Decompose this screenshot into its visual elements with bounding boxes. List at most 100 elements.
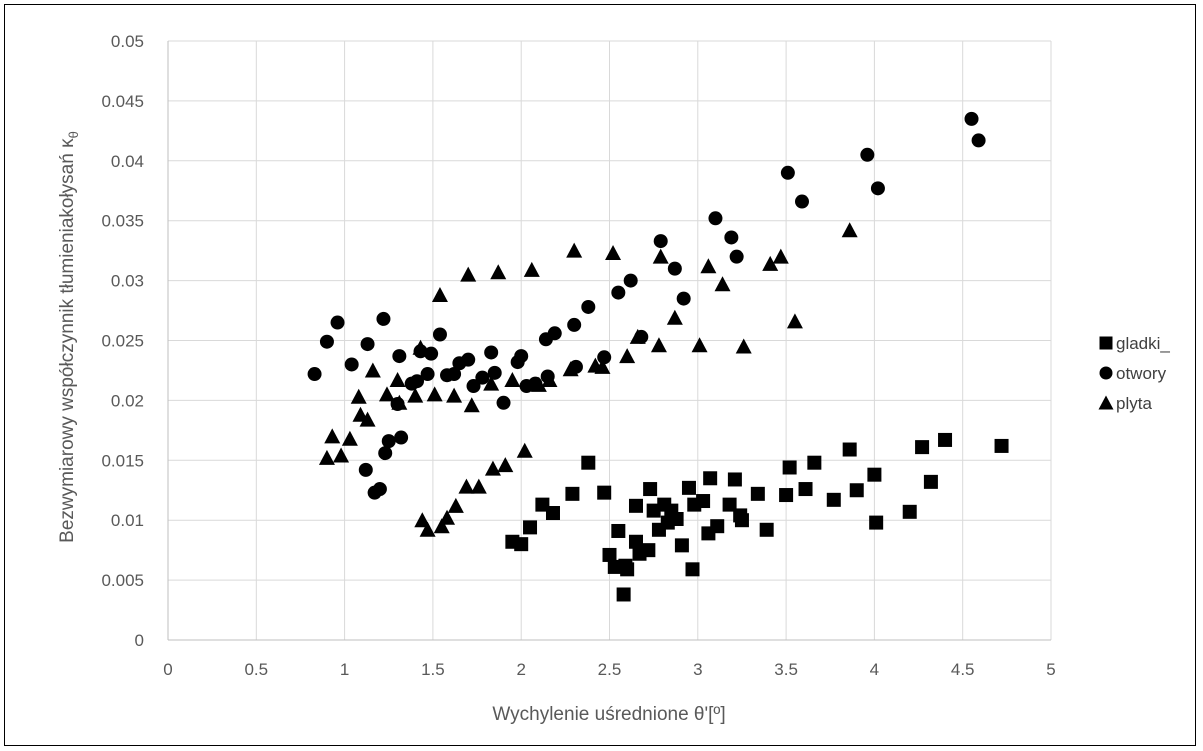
square-point-gladki_ <box>581 455 596 470</box>
triangle-point-plyta <box>389 372 406 388</box>
triangle-point-plyta <box>350 388 367 404</box>
circle-point-otwory <box>360 337 375 352</box>
circle-point-otwory <box>475 370 490 385</box>
circle-point-otwory <box>708 211 723 226</box>
x-tick-label: 4.5 <box>951 660 975 679</box>
circle-point-otwory <box>424 346 439 361</box>
triangle-point-plyta <box>460 266 477 282</box>
legend-item-plyta: plyta <box>1098 394 1152 413</box>
x-tick-label: 5 <box>1046 660 1055 679</box>
y-tick-label: 0.05 <box>111 32 144 51</box>
axes <box>167 41 1051 641</box>
square-point-gladki_ <box>620 562 635 577</box>
circle-point-otwory <box>392 349 407 364</box>
circle-point-otwory <box>667 261 682 276</box>
x-tick-label: 4 <box>870 660 879 679</box>
square-point-gladki_ <box>779 488 794 503</box>
circle-point-otwory <box>461 352 476 367</box>
triangle-point-plyta <box>497 457 514 473</box>
circle-point-otwory <box>611 285 626 300</box>
triangle-point-plyta <box>650 337 667 353</box>
triangle-point-plyta <box>566 242 583 258</box>
triangle-point-plyta <box>470 478 487 494</box>
square-point-gladki_ <box>869 515 884 530</box>
square-point-gladki_ <box>759 522 774 537</box>
triangle-point-plyta <box>412 339 429 355</box>
triangle-point-plyta <box>841 222 858 238</box>
circle-point-otwory <box>597 350 612 365</box>
circle-point-otwory <box>330 315 345 330</box>
square-point-gladki_ <box>628 498 643 513</box>
circle-point-otwory <box>307 367 322 382</box>
circle-point-otwory <box>581 299 596 314</box>
circle-point-otwory <box>319 334 334 349</box>
square-point-gladki_ <box>750 486 765 501</box>
square-point-gladki_ <box>938 432 953 447</box>
circle-point-otwory <box>358 462 373 477</box>
triangle-point-plyta <box>605 245 622 261</box>
square-point-gladki_ <box>703 471 718 486</box>
circle-point-otwory <box>372 482 387 497</box>
triangle-point-plyta <box>786 313 803 329</box>
square-point-gladki_ <box>611 523 626 538</box>
square-point-gladki_ <box>646 503 661 518</box>
triangle-point-plyta <box>691 337 708 353</box>
triangle-point-plyta <box>490 264 507 280</box>
circle-point-otwory <box>547 326 562 341</box>
circle-point-otwory <box>344 357 359 372</box>
triangle-point-plyta <box>666 309 683 325</box>
circle-point-otwory <box>487 365 502 380</box>
triangle-point-plyta <box>419 521 436 537</box>
square-point-gladki_ <box>607 559 622 574</box>
square-point-gladki_ <box>685 562 700 577</box>
x-tick-label: 1.5 <box>421 660 445 679</box>
circle-point-otwory <box>496 395 511 410</box>
triangle-point-plyta <box>484 460 501 476</box>
triangle-point-plyta <box>458 478 475 494</box>
square-point-gladki_ <box>565 486 580 501</box>
triangle-point-plyta <box>504 372 521 388</box>
triangle-point-plyta <box>463 397 480 413</box>
square-point-gladki_ <box>523 520 538 535</box>
legend-item-otwory: otwory <box>1099 364 1167 383</box>
y-tick-label: 0.01 <box>111 511 144 530</box>
circle-point-otwory <box>432 327 447 342</box>
x-tick-label: 0 <box>163 660 172 679</box>
square-point-gladki_ <box>923 474 938 489</box>
circle-point-otwory <box>794 194 809 209</box>
triangle-point-plyta <box>619 348 636 364</box>
circle-point-otwory <box>653 234 668 249</box>
circle-point-otwory <box>410 374 425 389</box>
square-point-gladki_ <box>545 506 560 521</box>
circle-point-otwory <box>964 111 979 126</box>
triangle-point-plyta <box>439 509 456 525</box>
circle-point-otwory <box>567 317 582 332</box>
triangle-point-plyta <box>324 428 341 444</box>
triangle-point-plyta <box>407 387 424 403</box>
legend-label: gladki_ <box>1116 334 1170 353</box>
square-point-gladki_ <box>643 482 658 497</box>
y-tick-label: 0.025 <box>101 332 144 351</box>
legend-circle-marker <box>1099 366 1113 380</box>
circle-point-otwory <box>780 165 795 180</box>
legend: gladki_otwory plyta <box>1098 334 1170 413</box>
grid-lines <box>168 40 1052 640</box>
legend-square-marker <box>1099 336 1113 350</box>
square-point-gladki_ <box>681 480 696 495</box>
triangle-point-plyta <box>523 261 540 277</box>
triangle-point-plyta <box>562 361 579 377</box>
series-gladki_ <box>505 432 1009 602</box>
y-tick-label: 0.02 <box>111 391 144 410</box>
y-tick-label: 0.005 <box>101 571 144 590</box>
triangle-point-plyta <box>364 362 381 378</box>
square-point-gladki_ <box>727 472 742 487</box>
square-point-gladki_ <box>994 438 1009 453</box>
x-axis-title: Wychylenie uśrednione θ'[º] <box>492 704 725 725</box>
x-tick-label: 2.5 <box>598 660 622 679</box>
triangle-point-plyta <box>433 518 450 534</box>
circle-point-otwory <box>971 133 986 148</box>
triangle-point-plyta <box>652 248 669 264</box>
x-tick-label: 3.5 <box>774 660 798 679</box>
square-point-gladki_ <box>842 442 857 457</box>
